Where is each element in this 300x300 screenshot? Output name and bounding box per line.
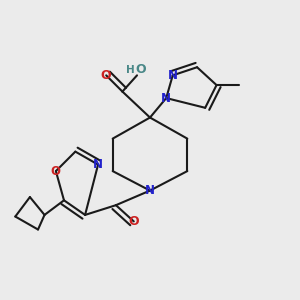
Text: H: H bbox=[126, 64, 134, 74]
Text: O: O bbox=[136, 63, 146, 76]
Text: N: N bbox=[161, 92, 171, 105]
Text: O: O bbox=[51, 165, 61, 178]
Text: N: N bbox=[145, 184, 155, 197]
Text: O: O bbox=[128, 215, 139, 228]
Text: N: N bbox=[93, 158, 103, 171]
Text: O: O bbox=[101, 69, 112, 82]
Text: N: N bbox=[168, 69, 178, 82]
